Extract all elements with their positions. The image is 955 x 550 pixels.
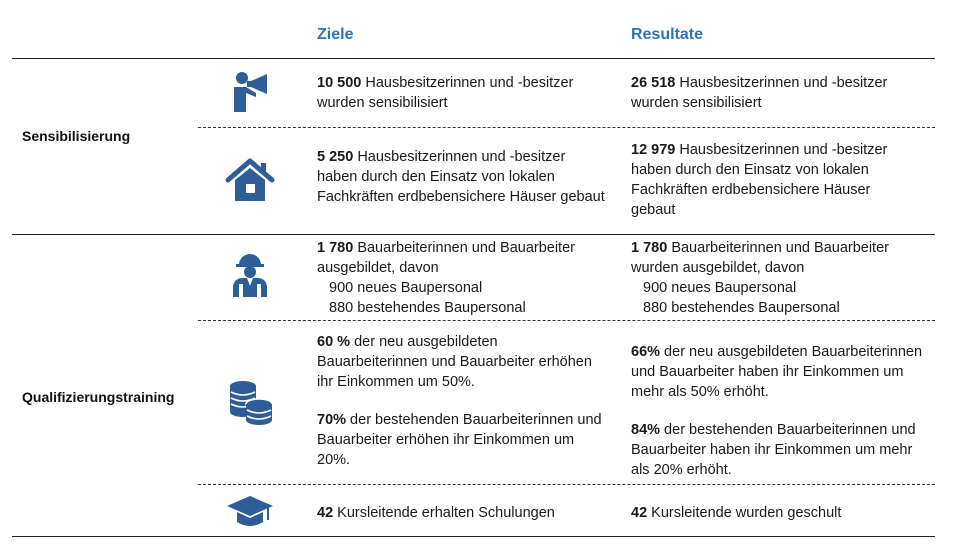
result-text: Bauarbeiterinnen und Bauarbeiter wurden … xyxy=(631,240,889,276)
goal-existing-staff: 880 bestehendes Baupersonal xyxy=(329,300,526,316)
goal-text: der bestehenden Bauarbeiterinnen und Bau… xyxy=(317,412,602,468)
goal-text: Hausbesitzerinnen und -besitzer haben du… xyxy=(317,149,605,205)
result-awareness-owners: 26 518 Hausbesitzerinnen und -besitzer w… xyxy=(631,73,921,113)
row-divider xyxy=(198,320,935,321)
result-text: Hausbesitzerinnen und -besitzer haben du… xyxy=(631,142,888,218)
goal-number: 5 250 xyxy=(317,149,354,165)
goal-instructors: 42 Kursleitende erhalten Schulungen xyxy=(317,503,617,523)
result-number: 42 xyxy=(631,505,648,521)
bottom-rule xyxy=(12,536,935,537)
results-header: Resultate xyxy=(631,26,704,43)
goal-number: 60 % xyxy=(317,334,351,350)
goal-text: der neu ausgebildeten Bauarbeiterinnen u… xyxy=(317,334,592,390)
goal-new-staff: 900 neues Baupersonal xyxy=(329,280,483,296)
result-text: Hausbesitzerinnen und -besitzer wurden s… xyxy=(631,75,888,111)
goal-text: Bauarbeiterinnen und Bauarbeiter ausgebi… xyxy=(317,240,575,276)
goal-number: 42 xyxy=(317,505,334,521)
row-divider xyxy=(198,484,935,485)
goal-awareness-owners: 10 500 Hausbesitzerinnen und -besitzer w… xyxy=(317,73,612,113)
result-text: der neu ausgebildeten Bauarbeiterinnen u… xyxy=(631,344,923,400)
goal-number: 1 780 xyxy=(317,240,354,256)
result-safe-houses: 12 979 Hausbesitzerinnen und -besitzer h… xyxy=(631,140,916,220)
megaphone-person-icon xyxy=(225,68,275,118)
result-number: 66% xyxy=(631,344,661,360)
result-number: 26 518 xyxy=(631,75,676,91)
result-workers-trained: 1 780 Bauarbeiterinnen und Bauarbeiter w… xyxy=(631,238,926,318)
category-training: Qualifizierungstraining xyxy=(22,389,175,405)
goals-header: Ziele xyxy=(317,26,354,43)
goal-number: 10 500 xyxy=(317,75,362,91)
coins-icon xyxy=(225,378,275,428)
graduation-cap-icon xyxy=(225,490,275,540)
category-awareness: Sensibilisierung xyxy=(22,128,131,144)
result-number: 1 780 xyxy=(631,240,668,256)
goal-income-existing: 70% der bestehenden Bauarbeiterinnen und… xyxy=(317,410,602,470)
result-text: Kursleitende wurden geschult xyxy=(647,505,842,521)
result-number: 84% xyxy=(631,422,661,438)
goal-safe-houses: 5 250 Hausbesitzerinnen und -besitzer ha… xyxy=(317,147,607,207)
row-divider xyxy=(198,127,935,128)
goal-number: 70% xyxy=(317,412,347,428)
section-rule xyxy=(12,234,935,235)
result-number: 12 979 xyxy=(631,142,676,158)
result-new-staff: 900 neues Baupersonal xyxy=(643,280,797,296)
result-income-increase: 66% der neu ausgebildeten Bauarbeiterinn… xyxy=(631,342,926,480)
top-rule xyxy=(12,58,935,59)
goal-workers-trained: 1 780 Bauarbeiterinnen und Bauarbeiter a… xyxy=(317,238,612,318)
result-income-existing: 84% der bestehenden Bauarbeiterinnen und… xyxy=(631,420,926,480)
result-income-new: 66% der neu ausgebildeten Bauarbeiterinn… xyxy=(631,342,926,402)
result-instructors: 42 Kursleitende wurden geschult xyxy=(631,503,931,523)
goal-income-new: 60 % der neu ausgebildeten Bauarbeiterin… xyxy=(317,332,602,392)
result-text: der bestehenden Bauarbeiterinnen und Bau… xyxy=(631,422,916,478)
house-icon xyxy=(225,156,275,206)
result-existing-staff: 880 bestehendes Baupersonal xyxy=(643,300,840,316)
goal-text: Kursleitende erhalten Schulungen xyxy=(333,505,555,521)
construction-worker-icon xyxy=(225,250,275,300)
goal-text: Hausbesitzerinnen und -besitzer wurden s… xyxy=(317,75,574,111)
goal-income-increase: 60 % der neu ausgebildeten Bauarbeiterin… xyxy=(317,332,602,470)
